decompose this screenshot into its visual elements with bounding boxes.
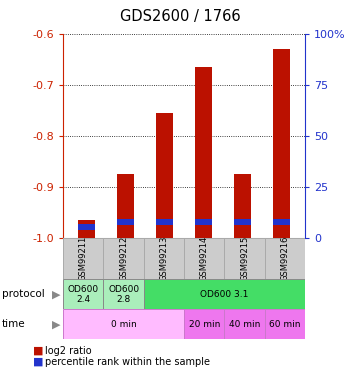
Text: 0 min: 0 min [111, 320, 136, 329]
Bar [144, 279, 305, 309]
Bar [225, 309, 265, 339]
Bar [184, 309, 225, 339]
Text: GDS2600 / 1766: GDS2600 / 1766 [120, 9, 241, 24]
Text: 20 min: 20 min [188, 320, 220, 329]
Bar [78, 224, 95, 230]
Text: OD600
2.8: OD600 2.8 [108, 285, 139, 304]
Bar [234, 219, 251, 225]
Bar [265, 238, 305, 279]
Text: 40 min: 40 min [229, 320, 260, 329]
Text: GSM99213: GSM99213 [160, 236, 169, 281]
Text: protocol: protocol [2, 290, 44, 299]
Bar [195, 67, 212, 238]
Bar [156, 219, 173, 225]
Bar [234, 174, 251, 238]
Bar [225, 238, 265, 279]
Bar [273, 49, 290, 238]
Text: 60 min: 60 min [269, 320, 301, 329]
Bar [117, 174, 134, 238]
Bar [104, 279, 144, 309]
Bar [184, 238, 225, 279]
Text: GSM99216: GSM99216 [280, 236, 290, 281]
Bar [63, 238, 104, 279]
Bar [273, 219, 290, 225]
Text: ▶: ▶ [52, 290, 60, 299]
Text: GSM99215: GSM99215 [240, 236, 249, 281]
Text: GSM99212: GSM99212 [119, 236, 128, 281]
Text: OD600
2.4: OD600 2.4 [68, 285, 99, 304]
Text: ■: ■ [32, 357, 43, 367]
Text: OD600 3.1: OD600 3.1 [200, 290, 249, 299]
Text: GSM99211: GSM99211 [79, 236, 88, 281]
Bar [195, 219, 212, 225]
Bar [156, 113, 173, 238]
Bar [63, 279, 104, 309]
Text: GSM99214: GSM99214 [200, 236, 209, 281]
Bar [104, 238, 144, 279]
Bar [63, 309, 184, 339]
Text: ▶: ▶ [52, 320, 60, 329]
Bar [117, 219, 134, 225]
Bar [265, 309, 305, 339]
Text: log2 ratio: log2 ratio [45, 346, 92, 355]
Text: time: time [2, 320, 25, 329]
Bar [78, 220, 95, 238]
Text: ■: ■ [32, 346, 43, 355]
Text: percentile rank within the sample: percentile rank within the sample [45, 357, 210, 367]
Bar [144, 238, 184, 279]
